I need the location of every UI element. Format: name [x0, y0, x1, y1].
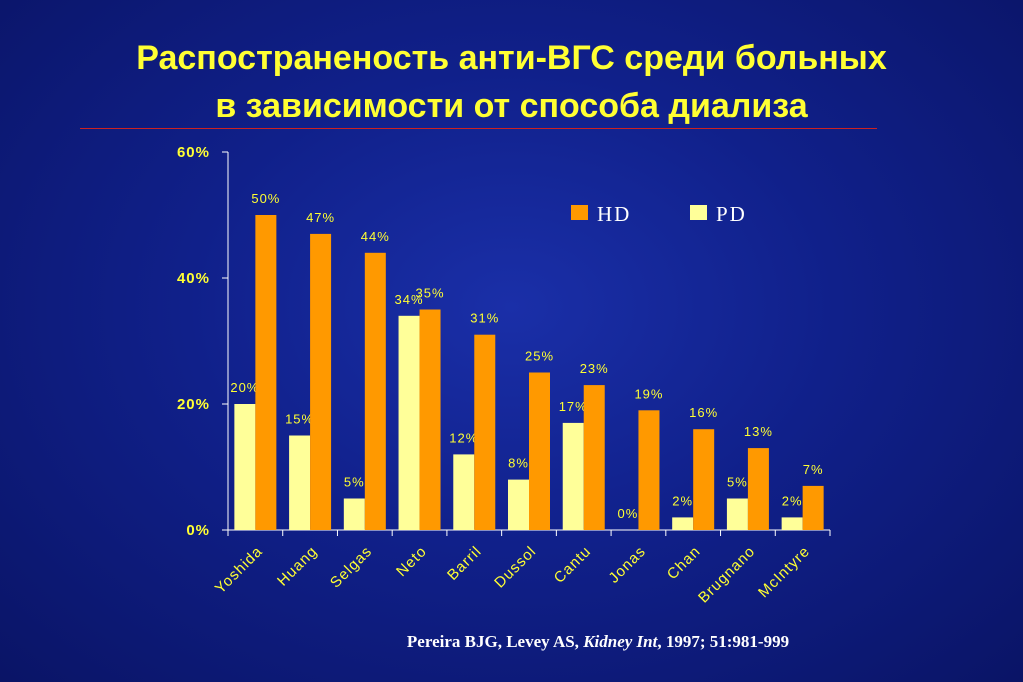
x-tick-label: Yoshida	[212, 543, 266, 597]
bar-pd	[726, 498, 748, 530]
data-label-pd: 17%	[559, 399, 588, 414]
legend-label-hd: HD	[597, 202, 631, 226]
data-label-hd: 50%	[251, 191, 280, 206]
y-tick-label: 40%	[177, 270, 210, 287]
bar-pd	[672, 517, 694, 530]
x-tick-label: McIntyre	[755, 543, 813, 601]
bar-hd	[802, 485, 824, 530]
data-label-hd: 44%	[361, 229, 390, 244]
citation-authors: Pereira BJG, Levey AS,	[406, 632, 584, 651]
x-tick-label: Selgas	[327, 543, 376, 592]
bar-pd	[289, 435, 311, 530]
citation-journal: Kidney Int	[583, 632, 658, 651]
data-label-hd: 47%	[306, 210, 335, 225]
y-tick-label: 20%	[177, 396, 210, 413]
legend-swatch-hd	[571, 205, 588, 220]
data-label-pd: 8%	[508, 456, 529, 471]
x-tick-label: Dussol	[491, 543, 540, 592]
data-label-pd: 5%	[344, 475, 365, 490]
bar-hd	[693, 429, 715, 530]
data-label-hd: 16%	[689, 405, 718, 420]
bar-pd	[508, 479, 529, 530]
bar-hd	[747, 448, 769, 530]
data-label-pd: 0%	[618, 506, 639, 521]
data-label-hd: 23%	[580, 361, 609, 376]
y-tick-label: 60%	[177, 144, 210, 161]
x-tick-label: Jonas	[605, 543, 649, 587]
data-label-pd: 12%	[449, 430, 478, 445]
x-tick-label: Barril	[444, 543, 485, 584]
bar-pd	[453, 454, 475, 530]
bar-hd	[364, 252, 386, 531]
data-label-hd: 31%	[470, 311, 499, 326]
bar-pd	[343, 498, 365, 530]
bar-hd	[583, 385, 605, 530]
slide-title: Распостраненость анти-ВГС среди больных …	[0, 34, 1023, 130]
citation-details: , 1997; 51:981-999	[657, 632, 790, 651]
title-divider	[80, 128, 877, 129]
bar-hd	[638, 410, 660, 530]
title-line-2: в зависимости от способа диализа	[215, 87, 808, 125]
bar-hd	[474, 334, 496, 530]
bar-pd	[562, 422, 584, 530]
data-label-hd: 35%	[416, 286, 445, 301]
bar-pd	[234, 404, 256, 530]
data-label-pd: 2%	[672, 493, 693, 508]
data-label-pd: 20%	[230, 380, 259, 395]
data-label-pd: 15%	[285, 412, 314, 427]
bar-pd	[781, 517, 803, 530]
data-label-hd: 25%	[525, 349, 554, 364]
x-tick-label: Brugnano	[695, 543, 759, 607]
citation: Pereira BJG, Levey AS, Kidney Int, 1997;…	[0, 632, 1023, 652]
data-label-pd: 2%	[782, 493, 803, 508]
y-tick-label: 0%	[186, 522, 210, 539]
bar-hd	[529, 372, 550, 530]
bar-hd	[255, 215, 277, 530]
bar-hd	[419, 309, 441, 530]
legend-swatch-pd	[690, 205, 707, 220]
data-label-hd: 7%	[803, 462, 824, 477]
x-tick-label: Cantu	[551, 543, 595, 587]
bar-pd	[398, 315, 420, 530]
bar-hd	[310, 233, 332, 530]
x-tick-label: Chan	[664, 543, 704, 583]
x-tick-label: Neto	[393, 543, 430, 580]
data-label-hd: 13%	[744, 424, 773, 439]
title-line-1: Распостраненость анти-ВГС среди больных	[136, 39, 887, 77]
data-label-pd: 34%	[395, 292, 424, 307]
data-label-pd: 5%	[727, 475, 748, 490]
data-label-hd: 19%	[634, 386, 663, 401]
x-tick-label: Huang	[274, 543, 321, 590]
legend-label-pd: PD	[716, 202, 747, 226]
